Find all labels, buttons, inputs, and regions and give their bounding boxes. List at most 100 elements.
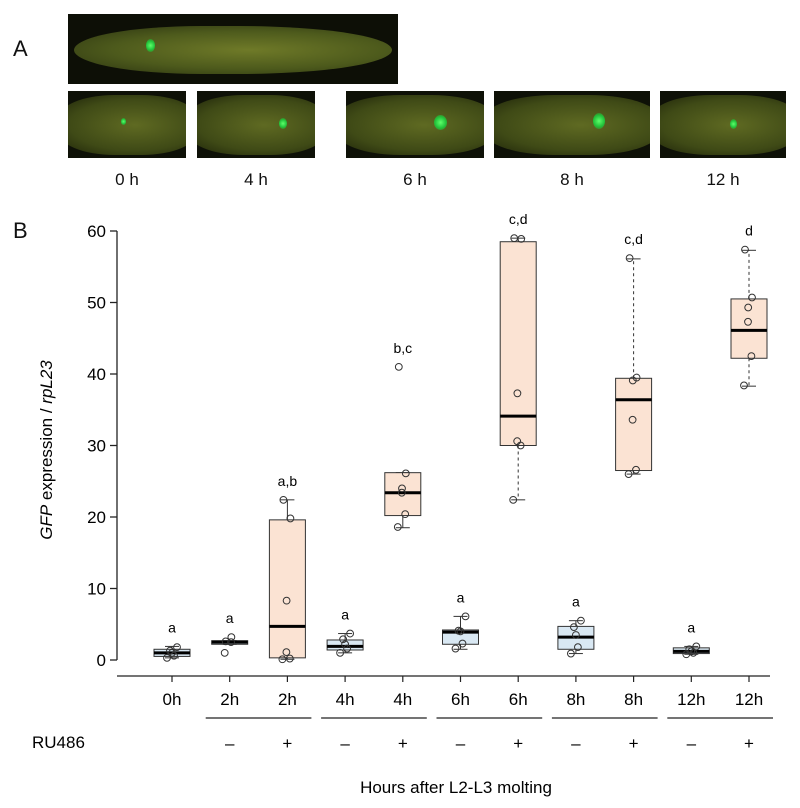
y-axis-label-gfp: GFP	[37, 504, 56, 540]
chart-boxes	[153, 237, 768, 660]
significance-letters: c,d	[509, 211, 528, 227]
significance-letters: a	[168, 619, 176, 635]
data-point	[168, 648, 176, 657]
data-point	[227, 638, 235, 647]
gfp-spot	[146, 39, 155, 52]
data-point	[624, 470, 633, 479]
data-point	[163, 653, 171, 662]
significance-letters: c,d	[624, 231, 643, 247]
data-point	[570, 623, 578, 632]
data-point	[744, 317, 752, 326]
data-point	[510, 234, 519, 243]
data-point	[632, 465, 640, 474]
x-axis-label: Hours after L2-L3 molting	[360, 778, 552, 797]
time-label-4h: 4 h	[244, 170, 268, 189]
gfp-spot	[730, 119, 737, 129]
ru486-sign: –	[340, 734, 350, 753]
data-point	[286, 514, 295, 523]
significance-letters: a	[572, 594, 580, 610]
data-point	[221, 637, 230, 646]
data-point	[741, 245, 749, 254]
x-tick-label: 8h	[566, 690, 585, 709]
data-point	[282, 596, 291, 605]
data-point	[628, 415, 637, 424]
data-point	[343, 644, 352, 653]
data-point	[685, 645, 694, 654]
larva-thumb-0h	[68, 91, 186, 158]
ru486-sign: +	[513, 734, 523, 753]
x-tick-label: 12h	[735, 690, 763, 709]
data-point	[577, 616, 585, 625]
larva-whole-image	[68, 14, 398, 84]
x-tick-label: 4h	[393, 690, 412, 709]
chart-axes: 0 10 20 30 40 50 60	[87, 222, 773, 719]
time-label-0h: 0 h	[115, 170, 139, 189]
larva-thumb-8h	[494, 91, 650, 158]
time-label-8h: 8 h	[560, 170, 584, 189]
data-point	[279, 495, 288, 504]
data-point	[401, 510, 410, 519]
data-point	[278, 655, 287, 664]
ru486-sign: +	[629, 734, 639, 753]
data-point	[687, 647, 696, 656]
box-8h-ru486	[615, 377, 653, 472]
data-point	[397, 488, 406, 497]
x-tick-label: 2h	[220, 690, 239, 709]
ru486-sign: –	[456, 734, 466, 753]
y-tick-label: 10	[87, 580, 106, 599]
data-point	[509, 495, 518, 504]
data-point	[567, 649, 575, 658]
data-point	[458, 639, 467, 648]
ru486-sign: +	[398, 734, 408, 753]
data-point	[692, 642, 701, 651]
x-tick-label: 6h	[509, 690, 528, 709]
box-6h-ru486	[499, 241, 537, 446]
significance-letters: a	[226, 610, 234, 626]
y-axis-label: GFP expression / rpL23	[37, 360, 56, 540]
data-point	[346, 629, 355, 638]
treatment-label: RU486	[32, 733, 85, 752]
larva-thumb-body	[660, 95, 786, 155]
data-point	[748, 293, 756, 302]
significance-letters: d	[745, 223, 753, 239]
data-point	[632, 373, 641, 382]
data-point	[341, 640, 350, 649]
gfp-spot	[121, 118, 126, 125]
ru486-sign: +	[282, 734, 292, 753]
x-tick-label: 0h	[163, 690, 182, 709]
data-point	[461, 612, 470, 621]
significance-letters: a	[687, 619, 695, 635]
data-point	[398, 484, 406, 493]
data-point	[454, 626, 463, 635]
gfp-spot	[279, 118, 287, 129]
larva-thumb-body	[197, 95, 315, 155]
larva-thumb-12h	[660, 91, 786, 158]
data-point	[401, 469, 410, 478]
larva-thumb-body	[494, 95, 650, 155]
significance-letters: b,c	[393, 340, 412, 356]
box-2h-ru486	[268, 519, 306, 659]
y-axis-label-mid: expression /	[37, 404, 56, 505]
significance-letters: a	[457, 589, 465, 605]
box-12h-ru486	[730, 298, 768, 359]
data-point	[451, 644, 460, 653]
data-point	[285, 654, 294, 663]
data-point	[740, 381, 748, 390]
data-point	[282, 648, 291, 657]
data-point	[747, 352, 756, 361]
data-point	[513, 389, 522, 398]
data-point	[336, 648, 345, 657]
ru486-sign: –	[687, 734, 697, 753]
y-tick-label: 30	[87, 437, 106, 456]
larva-thumb-body	[68, 95, 186, 155]
data-point	[625, 254, 634, 263]
data-point	[744, 303, 753, 312]
x-tick-label: 6h	[451, 690, 470, 709]
chart-points	[163, 234, 756, 664]
gfp-spot	[434, 115, 447, 130]
ru486-sign: –	[571, 734, 581, 753]
y-tick-label: 50	[87, 294, 106, 313]
data-point	[572, 631, 580, 639]
x-tick-label: 4h	[336, 690, 355, 709]
